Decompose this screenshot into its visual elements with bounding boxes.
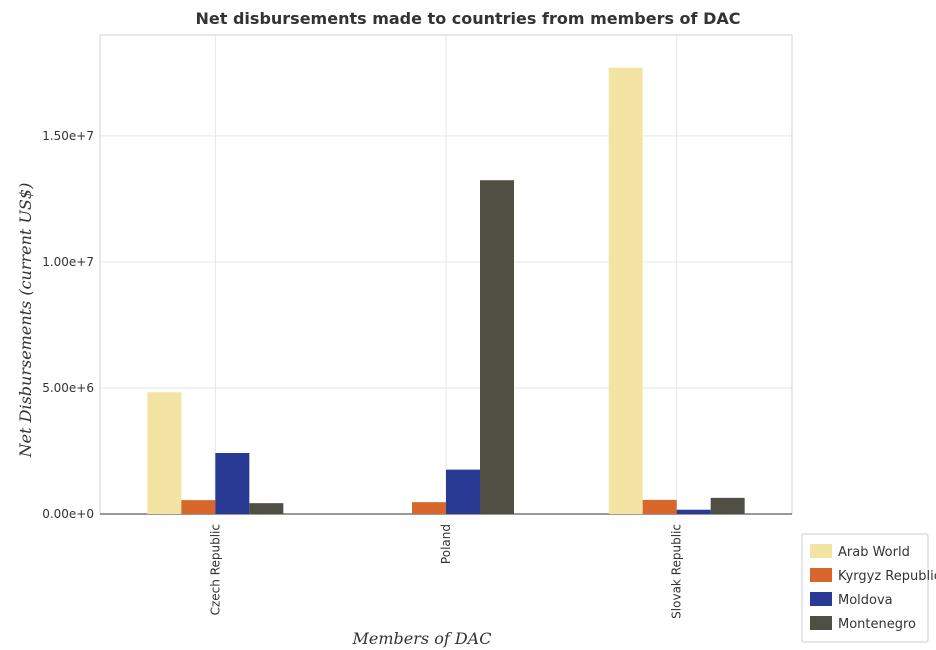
x-tick-labels: Czech Republic Poland Slovak Republic	[208, 524, 683, 619]
x-axis-label: Members of DAC	[352, 629, 492, 648]
x-tick-label: Slovak Republic	[670, 524, 684, 619]
bar-moldova	[446, 469, 480, 514]
y-tick-label: 1.50e+7	[42, 129, 94, 143]
x-tick-label: Czech Republic	[208, 524, 222, 615]
legend-swatch	[810, 592, 832, 606]
y-tick-label: 0.00e+0	[42, 507, 94, 521]
y-axis-label: Net Disbursements (current US$)	[16, 183, 35, 459]
legend-swatch	[810, 544, 832, 558]
bar-montenegro	[480, 180, 514, 514]
legend-swatch	[810, 616, 832, 630]
legend-label: Moldova	[838, 593, 893, 608]
y-gridlines	[100, 35, 792, 515]
bar-montenegro	[710, 497, 745, 514]
bar-kyrgyz-republic	[412, 502, 446, 514]
y-tick-label: 5.00e+6	[42, 381, 94, 395]
legend-swatch	[810, 568, 832, 582]
legend-box	[801, 533, 929, 643]
legend-label: Kyrgyz Republic	[838, 569, 936, 584]
y-tick-labels: 0.00e+0 5.00e+6 1.00e+7 1.50e+7	[42, 129, 94, 521]
bar-moldova	[215, 452, 250, 514]
bar-arab-world	[147, 392, 182, 514]
bar-arab-world	[608, 67, 643, 514]
bar-moldova	[676, 509, 711, 514]
bar-kyrgyz-republic	[181, 500, 216, 514]
legend-label: Montenegro	[838, 617, 916, 632]
y-tick-label: 1.00e+7	[42, 255, 94, 269]
legend: Arab World Kyrgyz Republic Moldova Monteneg…	[801, 533, 936, 643]
bars	[147, 67, 745, 514]
bar-kyrgyz-republic	[642, 499, 677, 514]
bar-montenegro	[249, 503, 284, 514]
legend-label: Arab World	[838, 545, 910, 560]
chart-title: Net disbursements made to countries from…	[196, 9, 741, 28]
x-tick-label: Poland	[439, 524, 453, 564]
